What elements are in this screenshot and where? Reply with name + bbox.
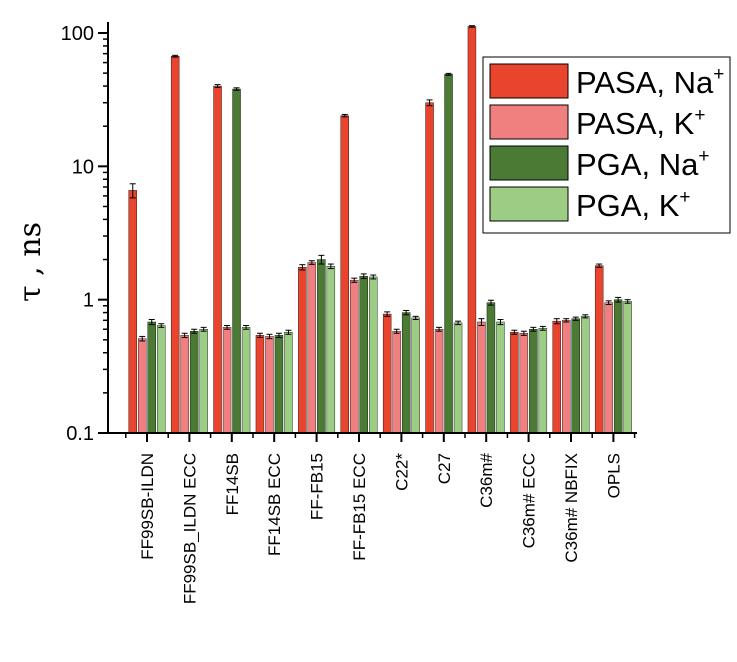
- bar: [199, 329, 208, 434]
- x-tick-label: FF-FB15 ECC: [350, 453, 369, 561]
- bar: [562, 320, 571, 434]
- x-tick-label: FF99SB_ILDN ECC: [180, 453, 199, 604]
- bar: [571, 318, 580, 434]
- bar: [382, 313, 392, 434]
- y-tick-label: 1: [83, 290, 94, 312]
- x-tick-labels: FF99SB-ILDN FF99SB_ILDN ECC FF14SB FF14SB E…: [125, 433, 636, 604]
- bar: [359, 275, 368, 434]
- y-tick-label: 100: [61, 23, 94, 45]
- bar: [453, 322, 463, 434]
- legend-label: PGA, K+: [576, 187, 690, 223]
- x-tick-label: C36m# ECC: [520, 453, 539, 548]
- x-tick-label: FF14SB: [223, 453, 242, 515]
- legend-label: PASA, Na+: [576, 64, 724, 100]
- legend-items: PASA, Na+PASA, K+PGA, Na+PGA, K+: [489, 63, 724, 223]
- bar: [326, 266, 336, 434]
- legend-label: PASA, K+: [576, 105, 705, 141]
- bar: [467, 26, 477, 434]
- x-tick-label: C22*: [392, 453, 411, 491]
- bar: [170, 55, 180, 434]
- bar: [284, 332, 293, 434]
- x-tick-label: FF99SB-ILDN: [138, 453, 157, 560]
- bar: [552, 320, 561, 434]
- bar: [434, 329, 444, 434]
- bar: [255, 335, 265, 434]
- bar: [189, 331, 199, 434]
- bar: [425, 102, 434, 434]
- y-ticks: 0.1 1 10 100: [61, 23, 108, 445]
- bar: [350, 279, 359, 434]
- bar: [369, 276, 378, 434]
- x-tick-label: OPLS: [604, 453, 623, 498]
- bar: [298, 267, 307, 434]
- bar: [317, 259, 326, 434]
- legend-label-superscript: +: [698, 146, 709, 167]
- bar: [232, 88, 241, 434]
- legend-label-text: PASA, K: [576, 106, 695, 141]
- bar: [613, 299, 623, 434]
- legend-label-text: PGA, K: [576, 188, 680, 223]
- bar: [128, 190, 137, 434]
- bar: [340, 115, 349, 434]
- bar: [180, 335, 189, 434]
- bar: [147, 321, 156, 434]
- bar: [274, 335, 284, 434]
- y-tick-label: 0.1: [66, 423, 94, 445]
- legend-label-superscript: +: [679, 187, 690, 208]
- bars-layer: [128, 25, 632, 434]
- legend: PASA, Na+PASA, K+PGA, Na+PGA, K+: [482, 56, 731, 234]
- bar: [392, 331, 401, 434]
- legend-label-text: PGA, Na: [576, 147, 699, 182]
- x-tick-label: C36m#: [477, 452, 496, 507]
- bar: [222, 327, 232, 434]
- bar: [307, 262, 317, 434]
- axes-layer: [107, 22, 637, 434]
- bar: [519, 333, 529, 434]
- y-axis-label: τ , ns: [13, 222, 48, 302]
- bar: [157, 325, 166, 434]
- bar: [241, 327, 251, 434]
- bar: [444, 74, 453, 434]
- bar: [486, 302, 496, 434]
- x-tick-label: FF14SB ECC: [265, 453, 284, 556]
- legend-label-superscript: +: [713, 64, 724, 85]
- legend-swatch: [489, 63, 569, 99]
- y-tick-label: 10: [72, 156, 94, 178]
- bar: [477, 321, 486, 434]
- bar: [581, 316, 590, 434]
- bar: [538, 328, 548, 434]
- bar: [138, 338, 147, 434]
- bar: [401, 312, 411, 434]
- bar: [623, 301, 632, 434]
- legend-swatch: [489, 186, 569, 222]
- bar: [411, 317, 420, 434]
- x-tick-label: C36m# NBFIX: [562, 453, 581, 563]
- legend-label: PGA, Na+: [576, 146, 709, 182]
- bar: [604, 302, 613, 434]
- legend-swatch: [489, 104, 569, 140]
- legend-swatch: [489, 145, 569, 181]
- bar: [510, 332, 519, 434]
- bar: [496, 321, 505, 434]
- bar: [529, 329, 538, 434]
- x-tick-label: C27: [435, 453, 454, 484]
- legend-label-text: PASA, Na: [576, 65, 714, 100]
- bar: [265, 336, 274, 434]
- legend-label-superscript: +: [694, 105, 705, 126]
- x-tick-label: FF-FB15: [308, 453, 327, 520]
- bar: [213, 85, 222, 434]
- bar: [594, 265, 604, 434]
